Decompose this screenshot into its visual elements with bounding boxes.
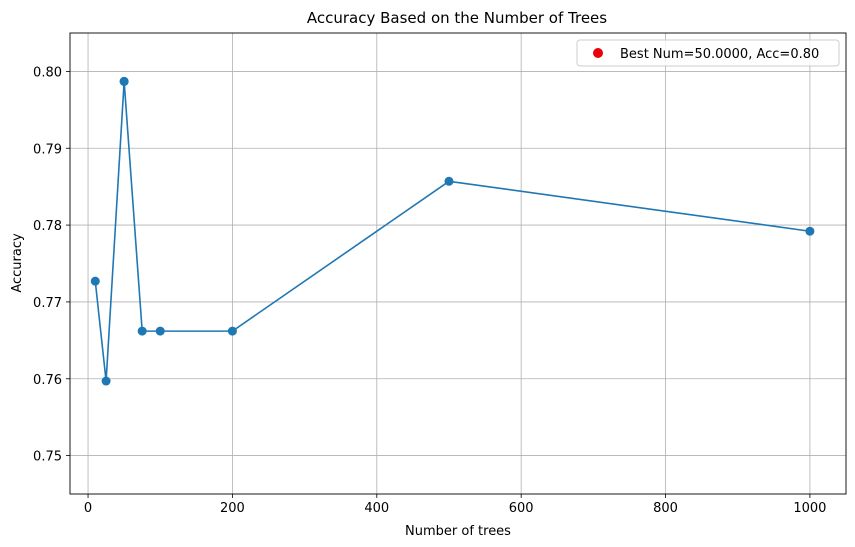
y-tick-label: 0.77	[33, 296, 62, 311]
y-tick-label: 0.76	[33, 373, 62, 388]
chart-title: Accuracy Based on the Number of Trees	[307, 9, 607, 27]
legend: Best Num=50.0000, Acc=0.80	[576, 39, 840, 67]
legend-marker	[593, 48, 603, 58]
series-layer	[90, 76, 815, 386]
x-axis-label: Number of trees	[405, 524, 511, 539]
x-tick-label: 400	[364, 501, 389, 516]
y-axis-label: Accuracy	[10, 233, 25, 293]
data-point	[101, 376, 111, 386]
legend-entry-label: Best Num=50.0000, Acc=0.80	[620, 47, 819, 62]
data-point	[805, 226, 815, 236]
x-tick-label: 200	[220, 501, 245, 516]
plot-area-frame	[69, 32, 847, 495]
best-point-marker	[119, 76, 129, 86]
x-tick-label: 1000	[793, 501, 826, 516]
axis-ticks: 0 200 400 600 800 1000 0.75 0.76 0.77 0.78 0.79 0.8…	[33, 65, 826, 516]
legend-box	[576, 39, 840, 67]
x-tick-label: 800	[653, 501, 678, 516]
data-point	[155, 326, 165, 336]
data-point	[227, 326, 237, 336]
data-point	[90, 276, 100, 286]
x-tick-label: 600	[509, 501, 534, 516]
series-line	[94, 80, 811, 382]
y-tick-label: 0.75	[33, 450, 62, 465]
data-point	[444, 176, 454, 186]
data-point	[137, 326, 147, 336]
x-tick-label: 0	[84, 501, 92, 516]
y-tick-label: 0.80	[33, 65, 62, 80]
y-tick-label: 0.79	[33, 142, 62, 157]
grid	[70, 33, 846, 494]
y-tick-label: 0.78	[33, 219, 62, 234]
